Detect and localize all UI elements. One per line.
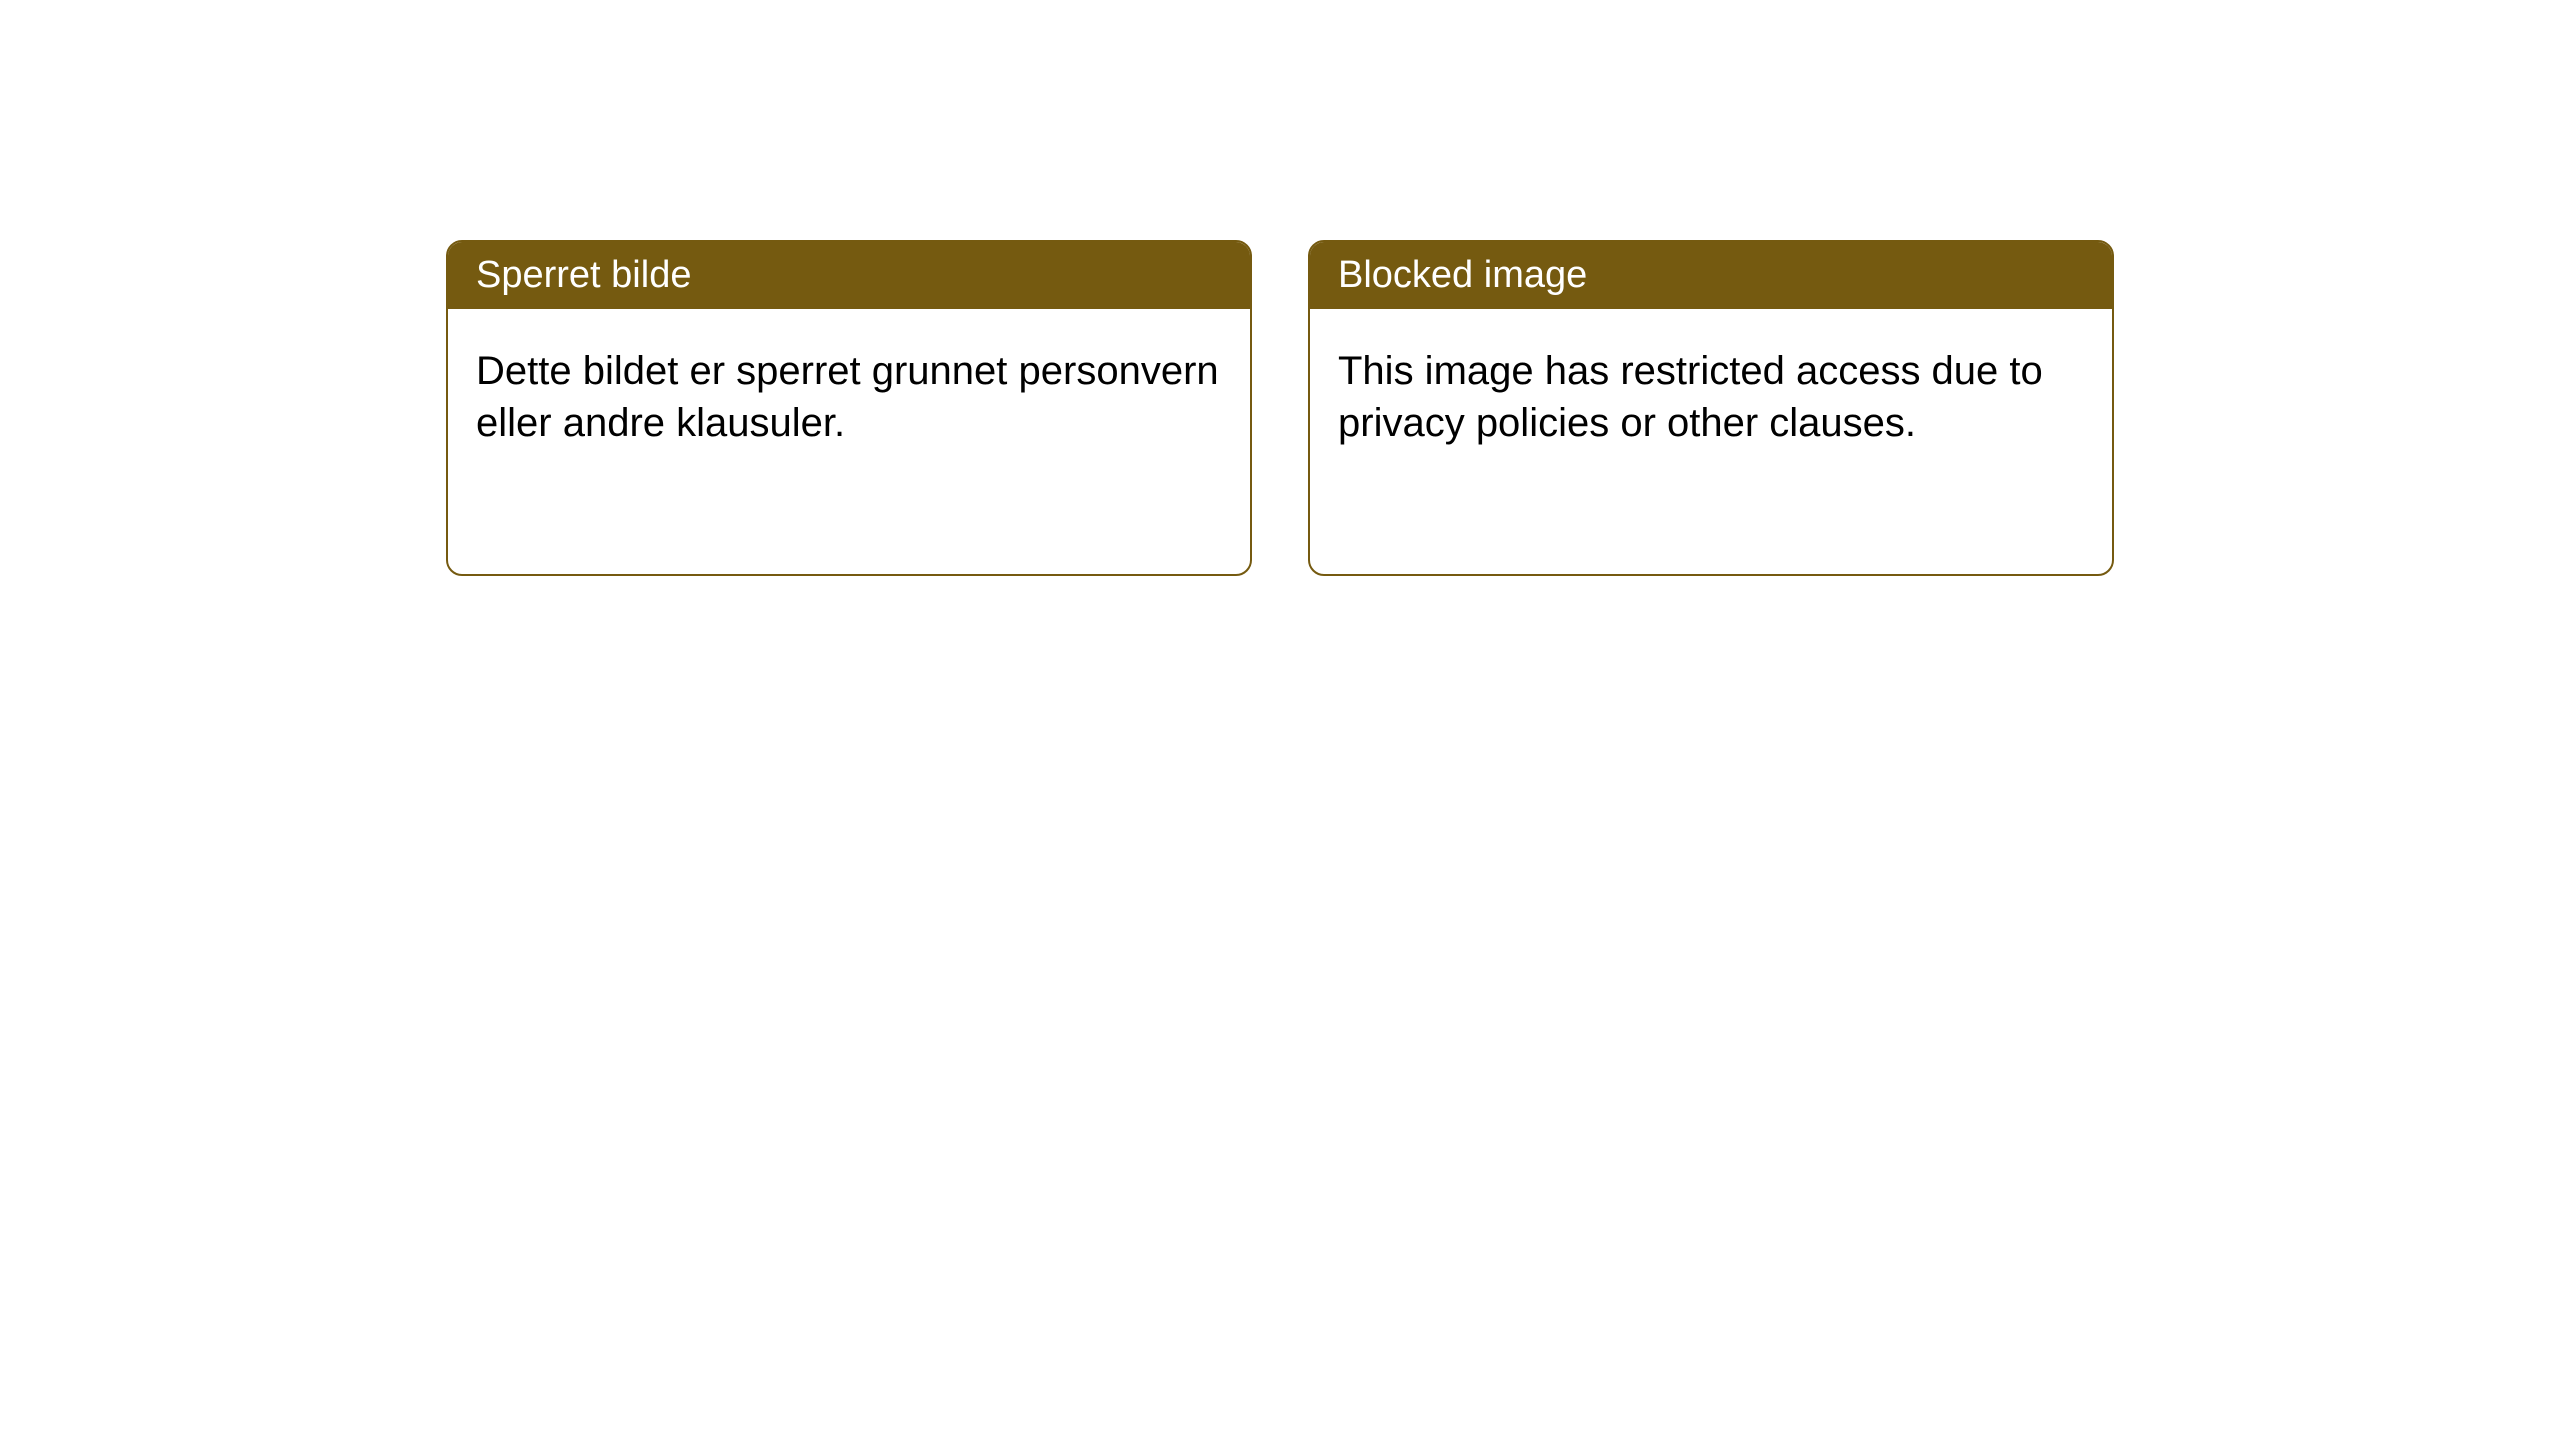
card-body-text: Dette bildet er sperret grunnet personve… <box>476 349 1219 445</box>
blocked-image-card-no: Sperret bilde Dette bildet er sperret gr… <box>446 240 1252 576</box>
card-body: Dette bildet er sperret grunnet personve… <box>448 309 1250 485</box>
card-body: This image has restricted access due to … <box>1310 309 2112 485</box>
card-header: Sperret bilde <box>448 242 1250 309</box>
notice-container: Sperret bilde Dette bildet er sperret gr… <box>0 0 2560 576</box>
blocked-image-card-en: Blocked image This image has restricted … <box>1308 240 2114 576</box>
card-header: Blocked image <box>1310 242 2112 309</box>
card-body-text: This image has restricted access due to … <box>1338 349 2043 445</box>
card-title: Blocked image <box>1338 254 1587 296</box>
card-title: Sperret bilde <box>476 254 691 296</box>
